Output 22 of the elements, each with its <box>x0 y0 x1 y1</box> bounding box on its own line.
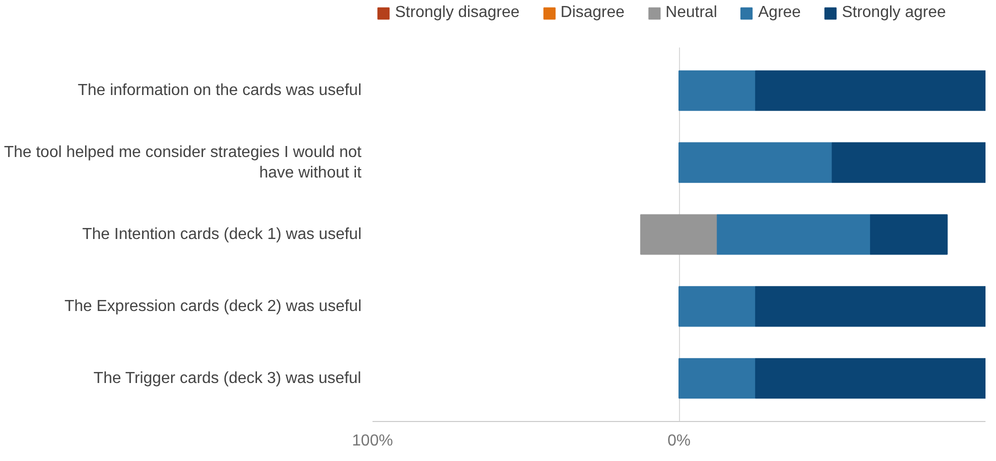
legend-label: Strongly agree <box>842 4 946 22</box>
bar <box>678 358 756 399</box>
y-tick-label: The tool helped me consider strategies I would not have without it <box>4 144 362 182</box>
bar <box>678 70 756 111</box>
bar <box>755 286 986 327</box>
y-tick-label: The Trigger cards (deck 3) was useful <box>94 370 362 387</box>
bar <box>870 214 948 255</box>
legend-label: Agree <box>758 4 801 22</box>
y-tick-label: The Intention cards (deck 1) was useful <box>82 226 362 243</box>
legend-label: Neutral <box>666 4 718 22</box>
bar <box>716 214 872 255</box>
bar <box>832 142 986 183</box>
y-tick-label: The Expression cards (deck 2) was useful <box>64 298 362 315</box>
x-tick-label: 100% <box>352 432 393 450</box>
y-tick-label: The information on the cards was useful <box>78 82 362 100</box>
legend-label: Disagree <box>560 4 625 22</box>
bar <box>678 142 833 183</box>
legend-label: Strongly disagree <box>395 4 520 22</box>
bar <box>755 70 986 111</box>
bar <box>755 358 986 399</box>
x-tick-label: 0% <box>667 432 691 450</box>
bar <box>678 286 756 327</box>
